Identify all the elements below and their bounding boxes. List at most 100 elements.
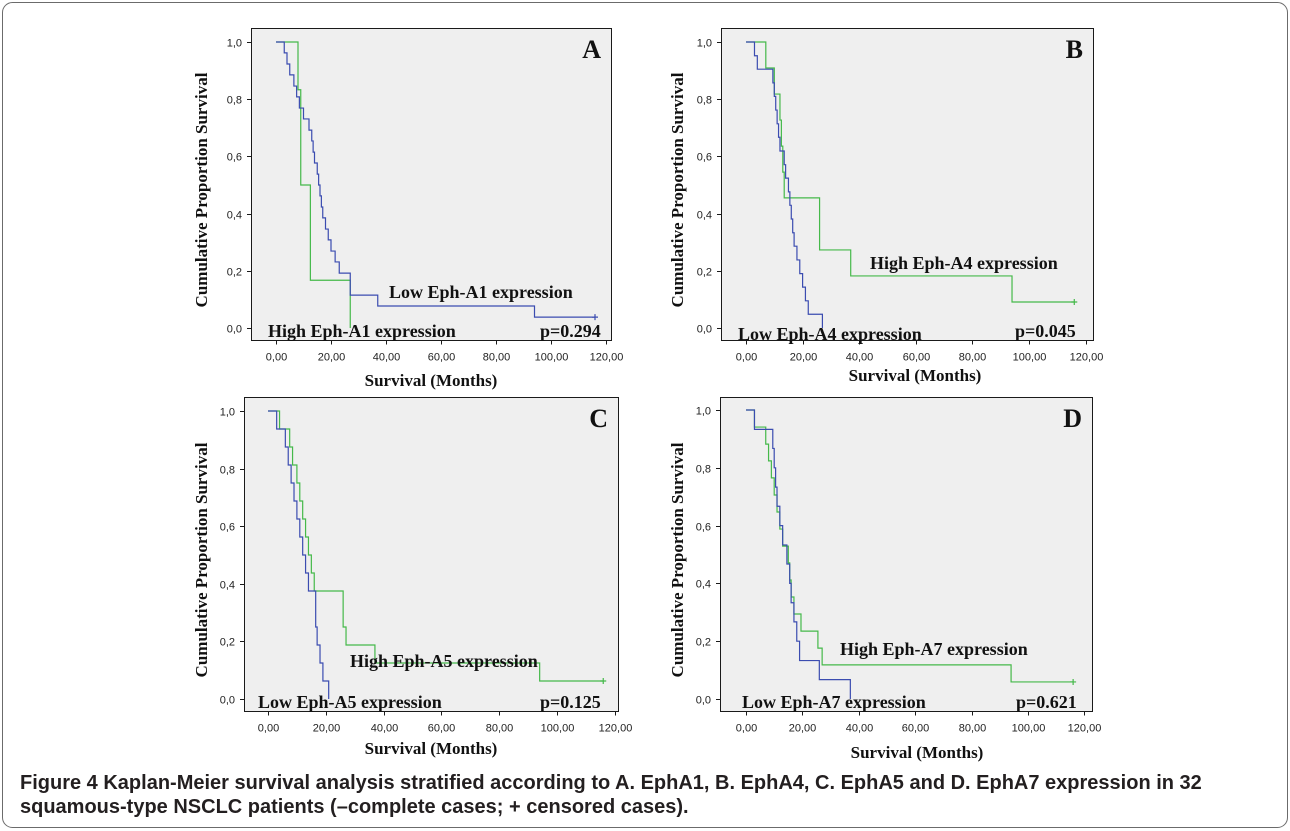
survival-curve-high (746, 409, 1074, 683)
p-value-label: p=0.621 (1016, 692, 1077, 712)
x-tick-label: 20,00 (790, 352, 818, 364)
x-axis-title: Survival (Months) (851, 743, 984, 762)
x-tick-label: 60,00 (428, 723, 456, 735)
y-tick-label: 0,6 (696, 522, 711, 534)
x-tick-label: 0,00 (736, 352, 757, 364)
y-tick-label: 0,0 (220, 695, 235, 707)
y-axis-title: Cumulative Proportion Survival (192, 72, 211, 307)
y-tick-label: 0,2 (220, 637, 235, 649)
y-tick-label: 0,0 (227, 324, 242, 336)
x-tick-label: 40,00 (371, 723, 399, 735)
p-value-label: p=0.045 (1015, 321, 1076, 341)
y-tick-label: 0,2 (227, 267, 242, 279)
x-tick-label: 0,00 (736, 723, 757, 735)
x-axis-title: Survival (Months) (365, 371, 498, 390)
x-tick-label: 20,00 (789, 723, 817, 735)
x-tick-label: 80,00 (483, 352, 511, 364)
x-tick-label: 80,00 (486, 723, 514, 735)
panel-letter: A (582, 35, 601, 64)
y-axis-title: Cumulative Proportion Survival (668, 442, 687, 677)
survival-curve-low (276, 41, 595, 318)
y-tick-label: 0,6 (697, 152, 712, 164)
series-label-high: High Eph-A7 expression (840, 639, 1028, 659)
y-tick-label: 0,4 (696, 579, 711, 591)
x-tick-label: 60,00 (902, 723, 930, 735)
series-label-low: Low Eph-A5 expression (258, 692, 442, 712)
x-tick-label: 60,00 (428, 352, 456, 364)
x-tick-label: 0,00 (258, 723, 279, 735)
y-tick-label: 0,0 (697, 324, 712, 336)
y-tick-label: 0,4 (227, 210, 242, 222)
caption-text: Kaplan-Meier survival analysis stratifie… (20, 772, 1202, 818)
x-tick-label: 80,00 (959, 352, 987, 364)
survival-curve-high (268, 410, 604, 682)
series-label-low: Low Eph-A4 expression (738, 324, 922, 344)
y-tick-label: 0,4 (220, 580, 235, 592)
y-axis-title: Cumulative Proportion Survival (668, 72, 687, 307)
x-tick-label: 100,00 (541, 723, 575, 735)
y-tick-label: 0,8 (227, 95, 242, 107)
x-tick-label: 60,00 (903, 352, 931, 364)
kaplan-meier-panel-b: 1,0 0,8 0,6 0,4 0,2 0,0 0,00 20,00 40,00 60,00 80,… (668, 28, 1104, 385)
series-label-low: Low Eph-A7 expression (742, 692, 926, 712)
series-label-low: Low Eph-A1 expression (389, 282, 573, 302)
x-tick-label: 80,00 (959, 723, 987, 735)
survival-curve-low (746, 41, 824, 328)
censor-mark (600, 678, 607, 684)
y-tick-label: 0,2 (697, 267, 712, 279)
y-tick-label: 1,0 (227, 38, 242, 50)
x-tick-label: 120,00 (599, 723, 633, 735)
y-tick-label: 1,0 (696, 406, 711, 418)
censor-mark (592, 314, 598, 321)
kaplan-meier-panel-d: 1,0 0,8 0,6 0,4 0,2 0,0 0,00 20,00 40,00 60,00 80,… (668, 397, 1102, 762)
x-tick-label: 0,00 (266, 352, 287, 364)
y-tick-label: 1,0 (697, 38, 712, 50)
y-tick-label: 1,0 (220, 407, 235, 419)
x-tick-label: 120,00 (590, 352, 624, 364)
x-tick-label: 40,00 (846, 352, 874, 364)
plot-area (244, 397, 619, 712)
y-tick-label: 0,8 (697, 95, 712, 107)
panel-letter: B (1066, 35, 1083, 64)
survival-curve-high (746, 41, 1075, 303)
y-axis-title: Cumulative Proportion Survival (192, 442, 211, 677)
x-tick-label: 100,00 (1013, 352, 1047, 364)
series-label-high: High Eph-A5 expression (350, 651, 538, 671)
plot-area (721, 28, 1094, 341)
y-tick-label: 0,4 (697, 210, 712, 222)
x-axis-title: Survival (Months) (849, 366, 982, 385)
plot-area (720, 397, 1093, 712)
kaplan-meier-panel-c: 1,0 0,8 0,6 0,4 0,2 0,0 0,00 20,00 40,00 60,00 80,… (192, 397, 633, 758)
x-axis-title: Survival (Months) (365, 739, 498, 758)
y-tick-label: 0,2 (696, 637, 711, 649)
kaplan-meier-panel-a: 1,0 0,8 0,6 0,4 0,2 0,0 0,00 20,00 40,00 60,00 80,… (192, 28, 624, 390)
series-label-high: High Eph-A4 expression (870, 253, 1058, 273)
x-tick-label: 120,00 (1070, 352, 1104, 364)
x-tick-label: 100,00 (1012, 723, 1046, 735)
x-tick-label: 100,00 (535, 352, 569, 364)
y-tick-label: 0,0 (696, 695, 711, 707)
figure-caption: Figure 4 Kaplan-Meier survival analysis … (20, 771, 1270, 819)
survival-curve-high (276, 41, 351, 328)
x-tick-label: 40,00 (373, 352, 401, 364)
survival-curve-low (746, 409, 851, 699)
caption-label: Figure 4 (20, 772, 98, 794)
y-tick-label: 0,8 (696, 464, 711, 476)
censor-mark (1071, 298, 1078, 305)
p-value-label: p=0.294 (540, 321, 601, 341)
x-tick-label: 20,00 (313, 723, 341, 735)
x-tick-label: 40,00 (846, 723, 874, 735)
y-tick-label: 0,8 (220, 465, 235, 477)
survival-curve-low (268, 410, 330, 699)
plot-area (251, 28, 612, 341)
y-tick-label: 0,6 (227, 152, 242, 164)
p-value-label: p=0.125 (540, 692, 601, 712)
censor-mark (1070, 678, 1077, 685)
x-tick-label: 120,00 (1068, 723, 1102, 735)
x-tick-label: 20,00 (318, 352, 346, 364)
panel-letter: D (1063, 404, 1082, 433)
series-label-high: High Eph-A1 expression (268, 321, 456, 341)
y-tick-label: 0,6 (220, 522, 235, 534)
